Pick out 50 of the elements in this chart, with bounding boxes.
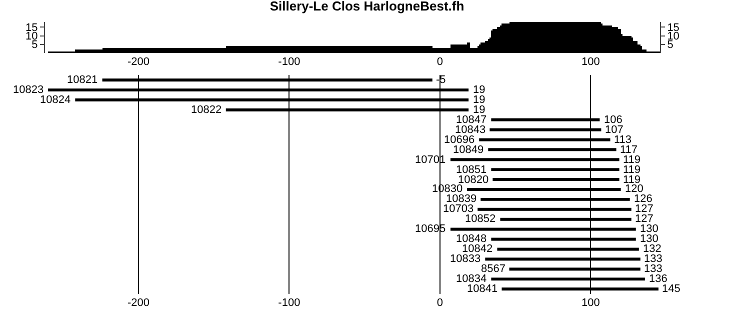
- y-tick-label: 10822: [191, 104, 222, 116]
- y-tick-label: 10834: [456, 273, 487, 285]
- data-label: 127: [635, 203, 654, 215]
- y-tick-label: 10839: [446, 193, 477, 205]
- y-tick-label: 10821: [67, 74, 98, 86]
- data-label: 117: [620, 144, 638, 156]
- y-tick-label: 5: [32, 39, 38, 52]
- x-tick-label: 100: [581, 297, 600, 309]
- y-tick-label: 10843: [455, 124, 486, 136]
- x-tick-label: 100: [581, 56, 600, 68]
- data-label: 119: [623, 164, 641, 176]
- data-label: 133: [644, 263, 662, 275]
- data-label: 19: [473, 84, 486, 96]
- data-label: 119: [623, 154, 641, 166]
- x-tick-label: -100: [278, 56, 300, 68]
- y2-tick-label: 5: [667, 39, 674, 52]
- y-tick-label: 10823: [13, 84, 44, 96]
- y-tick-label: 10820: [458, 174, 489, 186]
- y-tick-label: 10852: [465, 213, 496, 225]
- data-label: 126: [634, 193, 652, 205]
- x-tick-label: 0: [436, 56, 443, 68]
- y-tick-label: 10841: [467, 283, 498, 295]
- data-label: 130: [640, 233, 658, 245]
- y-tick-label: 10824: [40, 94, 71, 106]
- x-tick-label: -100: [278, 297, 300, 309]
- data-label: 19: [473, 104, 486, 116]
- chart-title: Sillery-Le Clos HarlogneBest.fh: [270, 0, 464, 14]
- data-label: 145: [662, 283, 680, 295]
- y-tick-label: 10851: [456, 164, 487, 176]
- x-tick-label: -200: [127, 56, 150, 68]
- y-tick-label: 10833: [450, 253, 481, 265]
- data-label: 136: [649, 273, 668, 285]
- data-label: 19: [473, 94, 486, 106]
- y-tick-label: 10842: [462, 243, 493, 255]
- data-label: 107: [605, 124, 624, 136]
- y-tick-label: 10847: [456, 114, 487, 126]
- data-label: 106: [604, 114, 622, 126]
- y-tick-label: 10849: [453, 144, 484, 156]
- data-label: 132: [643, 243, 662, 255]
- y-tick-label: 8567: [481, 263, 506, 275]
- data-label: 127: [635, 213, 654, 225]
- y-tick-label: 10696: [444, 134, 475, 146]
- data-label: 113: [614, 134, 632, 146]
- data-label: 120: [625, 183, 644, 195]
- x-tick-label: 0: [436, 297, 443, 309]
- y-tick-label: 10848: [456, 233, 487, 245]
- data-label: 133: [644, 253, 662, 265]
- x-tick-label: -200: [127, 297, 150, 309]
- y-tick-label: 10703: [443, 203, 474, 215]
- data-label: 130: [640, 223, 658, 235]
